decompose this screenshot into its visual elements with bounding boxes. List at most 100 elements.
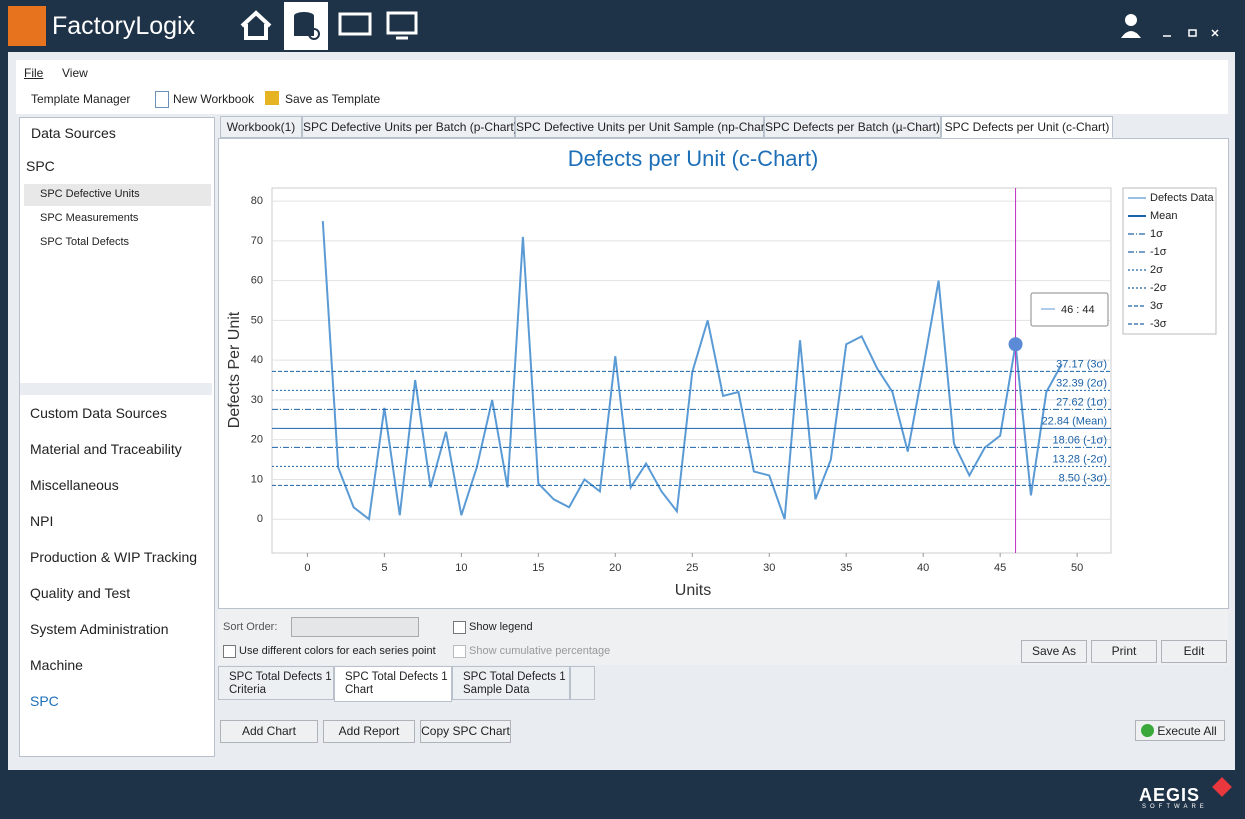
checkbox: [453, 645, 466, 658]
chart: Defects per Unit (c-Chart)01020304050607…: [219, 139, 1227, 608]
sort-label: Sort Order:: [223, 621, 277, 633]
app-title: FactoryLogix: [52, 12, 195, 41]
category[interactable]: Quality and Test: [30, 585, 130, 601]
y-tick-label: 40: [251, 354, 263, 366]
y-tick-label: 0: [257, 513, 263, 525]
user-icon[interactable]: [1125, 14, 1137, 26]
control-label: 13.28 (-2σ): [1053, 453, 1107, 465]
control-label: 37.17 (3σ): [1056, 358, 1107, 370]
legend-label: Mean: [1150, 210, 1178, 222]
bottom-tab[interactable]: SPC Total Defects 1 Sample Data: [452, 666, 570, 700]
sort-dropdown[interactable]: [291, 617, 419, 637]
bottom-tab-active[interactable]: SPC Total Defects 1 Chart: [334, 666, 452, 702]
y-tick-label: 60: [251, 275, 263, 287]
toolbar-button[interactable]: Template Manager: [31, 92, 130, 106]
splitter[interactable]: [20, 383, 212, 395]
toolbar-button[interactable]: Save as Template: [285, 92, 380, 106]
chart-title: Defects per Unit (c-Chart): [568, 146, 819, 171]
control-label: 27.62 (1σ): [1056, 396, 1107, 408]
sidebar-item[interactable]: SPC Total Defects: [40, 236, 129, 248]
x-tick-label: 15: [532, 562, 544, 574]
x-tick-label: 20: [609, 562, 621, 574]
control-label: 22.84 (Mean): [1042, 415, 1107, 427]
category[interactable]: Miscellaneous: [30, 477, 119, 493]
y-tick-label: 80: [251, 195, 263, 207]
button[interactable]: Copy SPC Chart: [420, 720, 511, 743]
category[interactable]: Material and Traceability: [30, 441, 182, 457]
brand-sub: SOFTWARE: [1142, 804, 1208, 810]
checkbox[interactable]: [223, 645, 236, 658]
bottom-tab[interactable]: SPC Total Defects 1 Criteria: [218, 666, 334, 700]
x-tick-label: 30: [763, 562, 775, 574]
category[interactable]: NPI: [30, 513, 53, 529]
checkbox-label[interactable]: Show legend: [469, 621, 533, 633]
y-tick-label: 30: [251, 394, 263, 406]
legend-label: -3σ: [1150, 318, 1167, 330]
y-axis-title: Defects Per Unit: [226, 311, 243, 428]
tab[interactable]: SPC Defective Units per Unit Sample (np-…: [515, 116, 764, 138]
checkbox-label[interactable]: Use different colors for each series poi…: [239, 645, 436, 657]
y-tick-label: 10: [251, 473, 263, 485]
category[interactable]: System Administration: [30, 621, 169, 637]
category[interactable]: Production & WIP Tracking: [30, 549, 197, 565]
legend-label: 3σ: [1150, 300, 1163, 312]
tab[interactable]: SPC Defective Units per Batch (p-Chart): [302, 116, 515, 138]
tab-active[interactable]: SPC Defects per Unit (c-Chart): [941, 116, 1113, 138]
x-tick-label: 50: [1071, 562, 1083, 574]
db-body: [294, 16, 314, 36]
x-tick-label: 40: [917, 562, 929, 574]
control-label: 18.06 (-1σ): [1053, 434, 1107, 446]
category[interactable]: Machine: [30, 657, 83, 673]
y-tick-label: 70: [251, 235, 263, 247]
legend-label: 2σ: [1150, 264, 1163, 276]
button[interactable]: Edit: [1161, 640, 1227, 663]
button[interactable]: Save As: [1021, 640, 1087, 663]
tab[interactable]: SPC Defects per Batch (µ-Chart): [764, 116, 941, 138]
legend-label: Defects Data: [1150, 192, 1214, 204]
x-tick-label: 35: [840, 562, 852, 574]
x-tick-label: 0: [304, 562, 310, 574]
x-tick-label: 25: [686, 562, 698, 574]
sidebar-group[interactable]: SPC: [26, 158, 55, 174]
menu-item[interactable]: File: [24, 66, 43, 80]
x-tick-label: 5: [381, 562, 387, 574]
doc-icon: [155, 91, 169, 108]
tooltip-label: 46 : 44: [1061, 304, 1095, 316]
button[interactable]: Add Chart: [220, 720, 318, 743]
sidebar-item[interactable]: SPC Defective Units: [40, 188, 140, 200]
checkbox[interactable]: [453, 621, 466, 634]
legend-label: -2σ: [1150, 282, 1167, 294]
close[interactable]: [1212, 30, 1218, 36]
bottom-tab-empty: [570, 666, 595, 700]
save-icon: [265, 91, 279, 105]
x-axis-title: Units: [675, 582, 711, 599]
control-label: 32.39 (2σ): [1056, 377, 1107, 389]
execute-icon: [1141, 724, 1154, 737]
brand: AEGIS: [1139, 785, 1200, 806]
category[interactable]: Custom Data Sources: [30, 405, 167, 421]
button[interactable]: Add Report: [323, 720, 415, 743]
sidebar-item[interactable]: SPC Measurements: [40, 212, 138, 224]
user-body: [1121, 31, 1141, 38]
sidebar-header: Data Sources: [31, 125, 116, 141]
checkbox-label: Show cumulative percentage: [469, 645, 610, 657]
legend-label: 1σ: [1150, 228, 1163, 240]
menu-item[interactable]: View: [62, 66, 88, 80]
monitor-icon[interactable]: [388, 13, 416, 33]
home-icon[interactable]: [242, 13, 270, 38]
toolbar-button[interactable]: New Workbook: [173, 92, 254, 106]
maximize[interactable]: [1189, 30, 1196, 36]
present-icon[interactable]: [340, 14, 370, 34]
category[interactable]: SPC: [30, 693, 59, 709]
button[interactable]: Print: [1091, 640, 1157, 663]
window-controls: [1115, 10, 1225, 42]
tab[interactable]: Workbook(1): [220, 116, 302, 138]
cursor-point: [1009, 337, 1023, 351]
x-tick-label: 45: [994, 562, 1006, 574]
brand-mark: [1212, 777, 1232, 797]
legend-label: -1σ: [1150, 246, 1167, 258]
y-tick-label: 20: [251, 434, 263, 446]
y-tick-label: 50: [251, 314, 263, 326]
nav-icons: [230, 0, 430, 50]
